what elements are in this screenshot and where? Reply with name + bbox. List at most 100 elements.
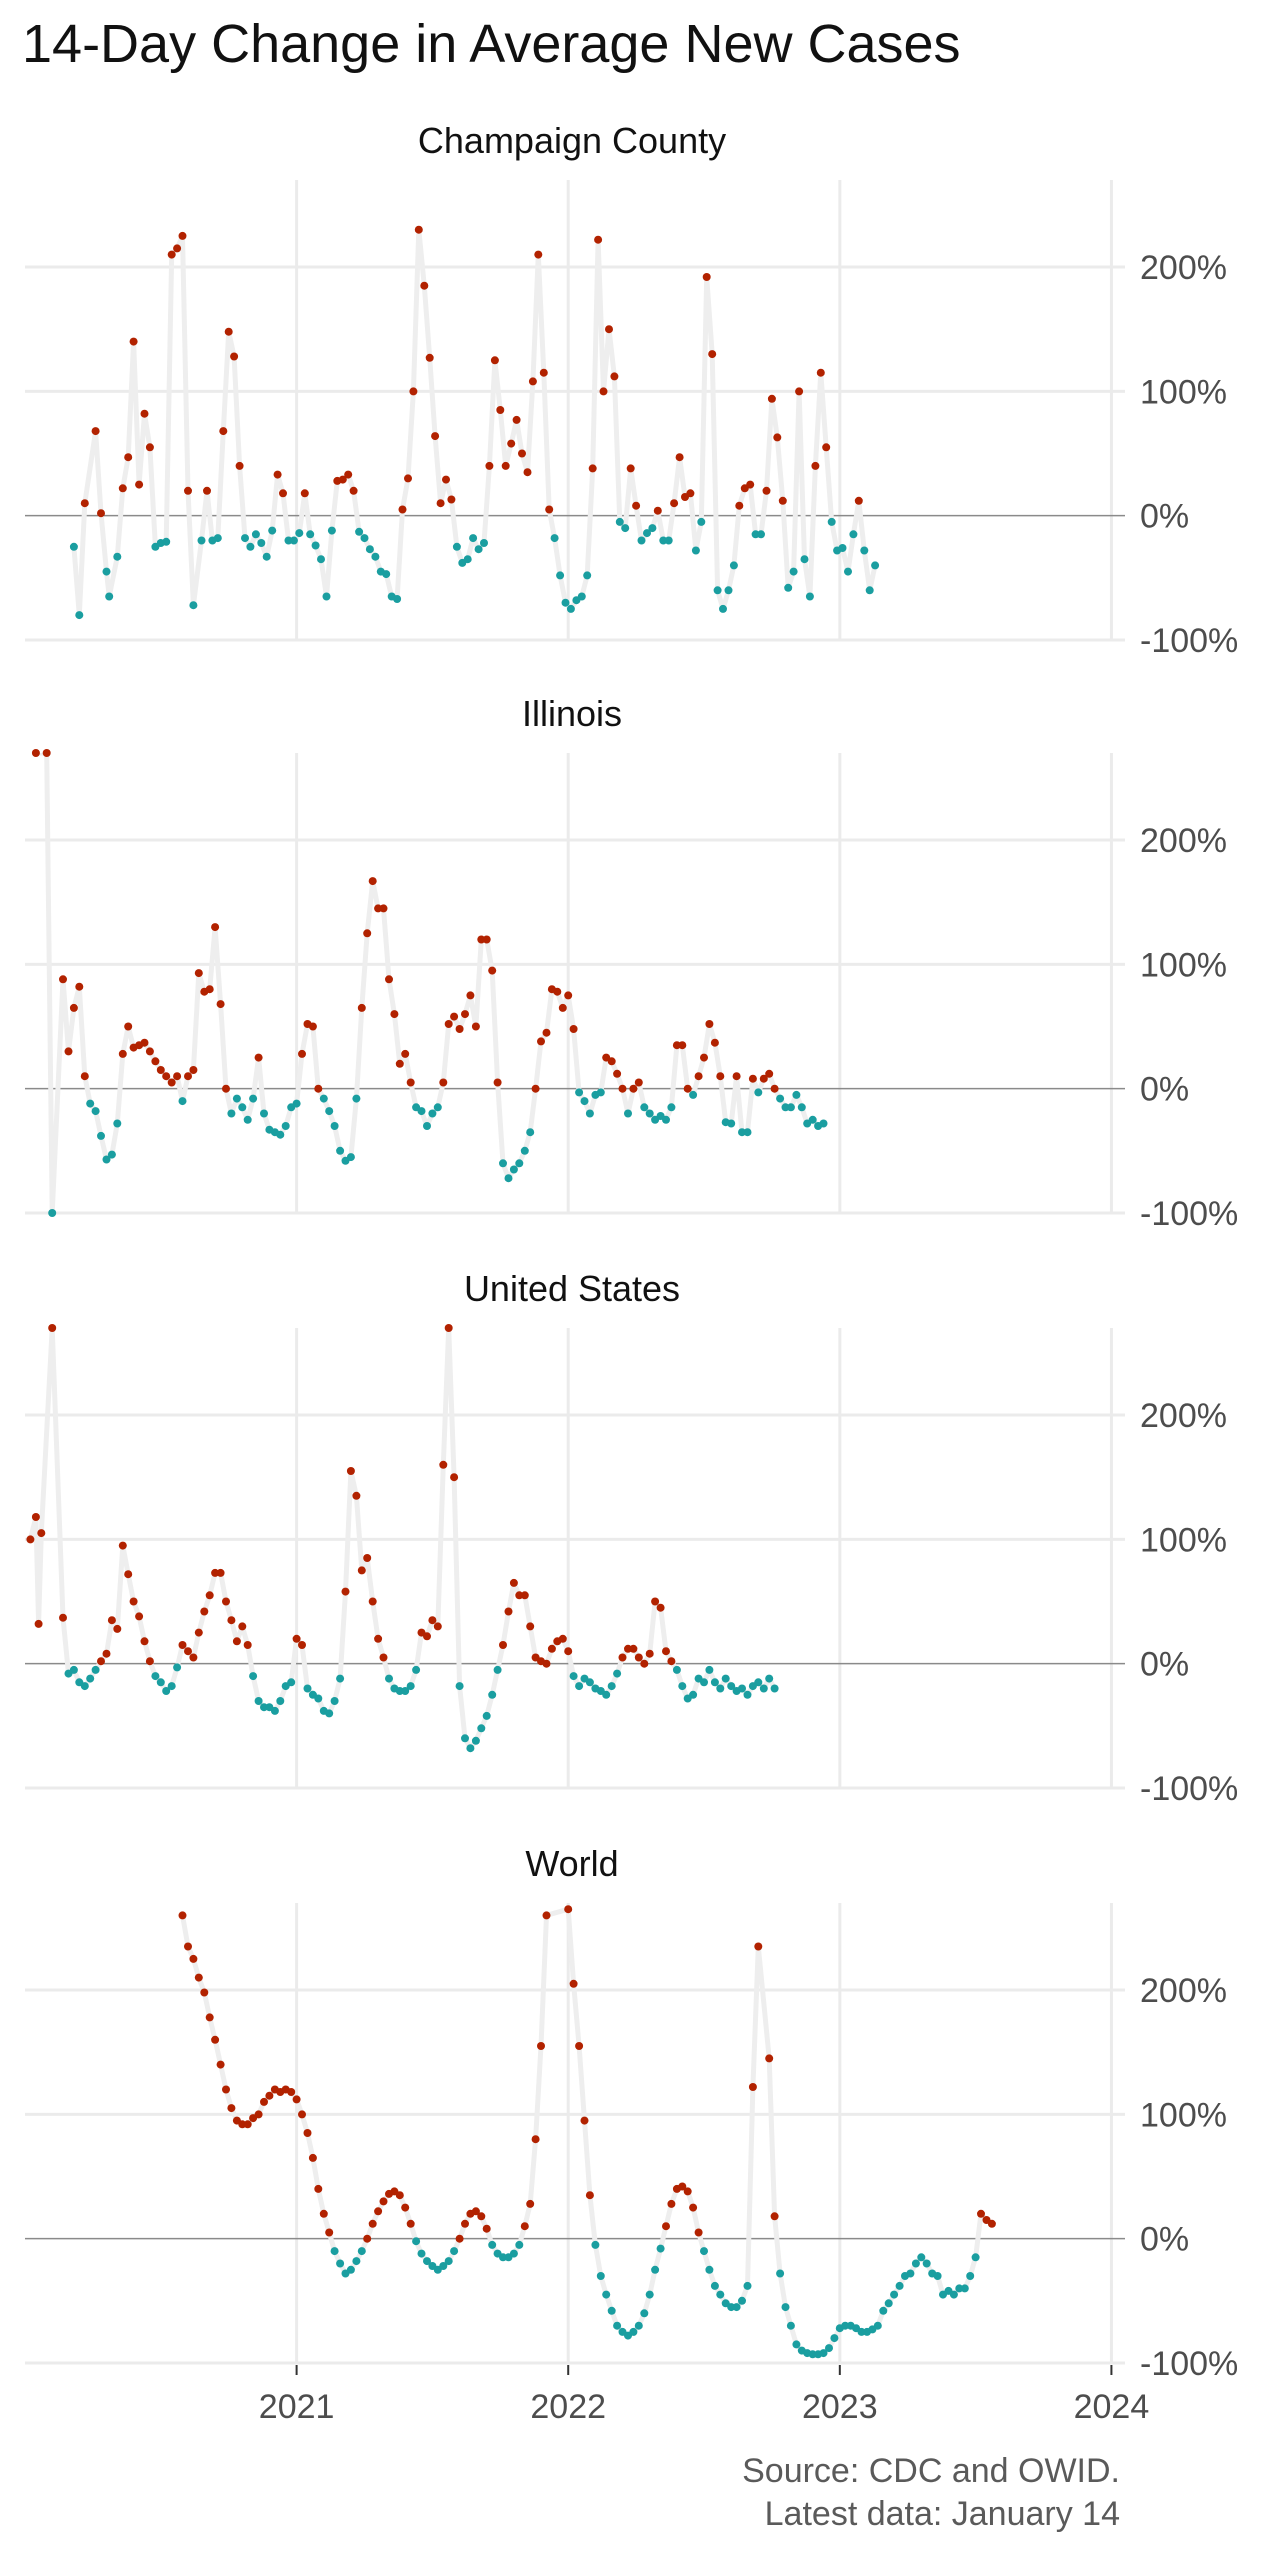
point-increase [735, 501, 744, 510]
point-increase [211, 2035, 220, 2044]
point-increase [314, 2184, 323, 2193]
point-increase [515, 1591, 524, 1600]
point-increase [189, 1653, 198, 1662]
point-decrease [637, 536, 646, 545]
point-decrease [971, 2253, 980, 2262]
x-tick-label: 2021 [259, 2388, 335, 2426]
point-increase [439, 1078, 448, 1087]
point-decrease [105, 592, 114, 601]
point-increase [662, 1647, 670, 1656]
y-tick-label: 0% [1140, 1071, 1189, 1109]
point-increase [547, 1644, 556, 1653]
point-decrease [306, 530, 315, 539]
point-increase [442, 475, 450, 484]
point-decrease [69, 542, 78, 551]
point-increase [683, 2187, 692, 2196]
point-decrease [906, 2269, 915, 2278]
point-decrease [743, 1128, 752, 1137]
point-decrease [406, 1682, 415, 1691]
point-increase [298, 2110, 306, 2119]
point-increase [507, 439, 516, 448]
point-increase [509, 1578, 518, 1587]
point-decrease [732, 2303, 741, 2312]
point-decrease [871, 561, 880, 570]
point-decrease [423, 2257, 431, 2266]
point-increase [423, 1632, 431, 1641]
point-decrease [319, 1094, 328, 1103]
point-increase [439, 1460, 448, 1469]
point-increase [59, 1613, 67, 1622]
point-increase [298, 1049, 306, 1058]
point-increase [490, 356, 499, 365]
point-decrease [615, 517, 624, 526]
point-increase [444, 1324, 453, 1332]
point-increase [145, 443, 154, 452]
point-decrease [786, 1103, 795, 1112]
point-decrease [841, 2321, 850, 2330]
point-decrease [357, 2247, 366, 2256]
point-decrease [276, 1130, 285, 1139]
point-increase [222, 1084, 230, 1093]
point-decrease [346, 2265, 355, 2274]
point-decrease [607, 1682, 616, 1691]
point-decrease [629, 2327, 638, 2336]
point-increase [224, 327, 233, 336]
point-increase [374, 2207, 383, 2216]
point-decrease [197, 536, 206, 545]
point-increase [428, 1616, 437, 1625]
point-increase [482, 2224, 491, 2233]
point-increase [716, 1072, 725, 1081]
point-decrease [336, 1146, 345, 1155]
series-line [35, 753, 825, 1213]
point-decrease [178, 1097, 187, 1106]
point-decrease [577, 592, 586, 601]
point-decrease [311, 541, 320, 550]
point-increase [773, 433, 782, 442]
point-decrease [662, 1115, 670, 1124]
point-decrease [713, 586, 722, 595]
point-increase [363, 1554, 372, 1562]
point-increase [216, 2060, 225, 2069]
panel-title: World [525, 1843, 618, 1884]
point-increase [404, 474, 412, 483]
point-increase [702, 273, 711, 281]
point-decrease [254, 1697, 263, 1705]
point-decrease [463, 555, 472, 564]
point-decrease [295, 529, 304, 538]
point-increase [162, 1072, 171, 1081]
point-increase [91, 427, 100, 436]
point-increase [575, 2042, 584, 2050]
point-decrease [860, 546, 869, 555]
point-decrease [102, 567, 111, 576]
point-decrease [724, 586, 733, 595]
point-decrease [382, 570, 391, 579]
point-decrease [433, 1103, 442, 1112]
y-tick-label: 100% [1140, 373, 1227, 411]
point-increase [436, 499, 445, 508]
point-increase [135, 480, 144, 489]
point-decrease [499, 1159, 507, 1168]
point-increase [537, 2042, 545, 2050]
y-tick-label: 100% [1140, 946, 1227, 984]
point-increase [189, 1954, 198, 1963]
point-decrease [504, 1174, 513, 1183]
point-increase [759, 1074, 768, 1083]
point-decrease [805, 592, 814, 601]
point-increase [97, 509, 105, 518]
point-increase [553, 987, 562, 996]
point-decrease [800, 555, 809, 564]
point-decrease [499, 2253, 507, 2262]
point-increase [569, 1025, 578, 1033]
point-increase [767, 394, 776, 403]
point-increase [173, 1072, 182, 1081]
point-decrease [423, 1122, 431, 1130]
point-increase [471, 2207, 480, 2216]
point-increase [531, 1084, 540, 1093]
point-increase [477, 2212, 486, 2221]
point-decrease [213, 534, 222, 543]
point-increase [363, 929, 372, 938]
point-increase [124, 1022, 133, 1031]
point-decrease [716, 1684, 725, 1693]
point-increase [816, 368, 825, 377]
point-decrease [439, 2262, 448, 2270]
